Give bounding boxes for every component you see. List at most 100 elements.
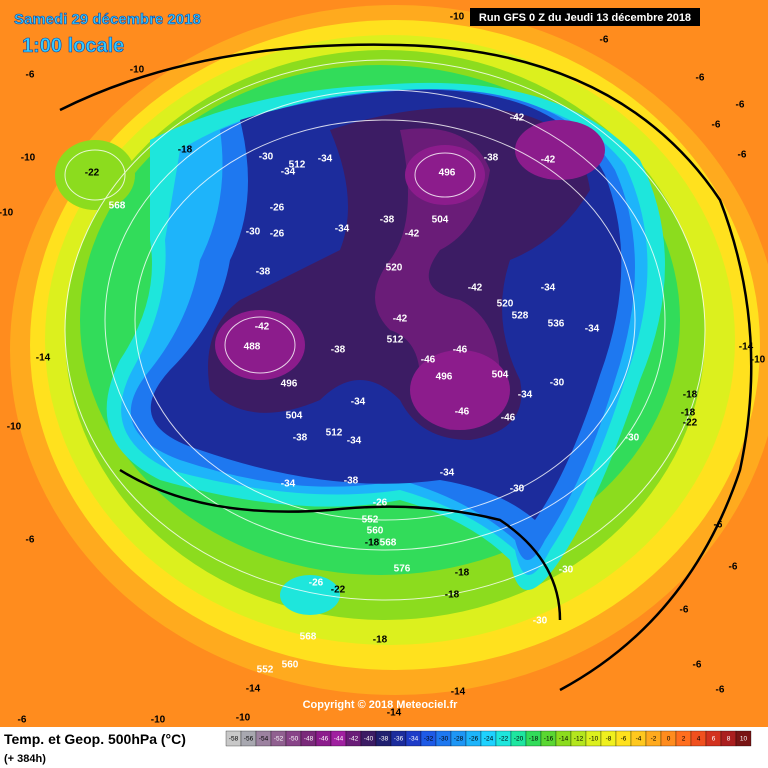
map-label: 576 xyxy=(394,564,411,575)
map-label: 568 xyxy=(300,632,317,643)
map-label: -38 xyxy=(256,267,271,278)
map-label: -6 xyxy=(696,73,705,84)
map-label: -34 xyxy=(335,224,350,235)
map-label: -10 xyxy=(751,355,766,366)
colorbar-label: -36 xyxy=(394,736,404,743)
map-label: -10 xyxy=(7,422,22,433)
map-label: 512 xyxy=(289,160,306,171)
colorbar-label: -4 xyxy=(636,736,642,743)
map-label: -34 xyxy=(518,390,533,401)
map-label: -22 xyxy=(85,168,100,179)
map-label: -6 xyxy=(712,120,721,131)
colorbar-label: -32 xyxy=(424,736,434,743)
colorbar-label: -34 xyxy=(409,736,419,743)
colorbar-label: -6 xyxy=(621,736,627,743)
forecast-time: 1:00 locale xyxy=(22,35,124,57)
colorbar-label: -2 xyxy=(651,736,657,743)
map-label: -42 xyxy=(468,283,483,294)
forecast-date: Samedi 29 décembre 2018 xyxy=(14,11,201,28)
map-label: 560 xyxy=(282,660,299,671)
map-label: -6 xyxy=(714,520,723,531)
map-label: -6 xyxy=(600,35,609,46)
map-label: 512 xyxy=(387,335,404,346)
colorbar-label: -38 xyxy=(379,736,389,743)
map-label: 536 xyxy=(548,319,565,330)
map-label: -6 xyxy=(26,535,35,546)
map-label: -10 xyxy=(130,65,145,76)
map-label: 560 xyxy=(367,526,384,537)
colorbar-label: -56 xyxy=(244,736,254,743)
colorbar-label: -18 xyxy=(529,736,539,743)
map-label: -46 xyxy=(421,355,436,366)
map-label: -6 xyxy=(716,685,725,696)
colorbar-label: 6 xyxy=(712,736,716,743)
colorbar-label: 8 xyxy=(727,736,731,743)
colorbar-label: -26 xyxy=(469,736,479,743)
colorbar-swatch xyxy=(735,730,752,747)
map-label: -6 xyxy=(680,605,689,616)
colorbar-label: -10 xyxy=(589,736,599,743)
colorbar-label: -8 xyxy=(606,736,612,743)
map-label: -46 xyxy=(501,413,516,424)
map-label: 528 xyxy=(512,311,529,322)
map-label: 568 xyxy=(109,201,126,212)
colorbar-label: -16 xyxy=(544,736,554,743)
colorbar-label: -46 xyxy=(319,736,329,743)
map-label: -22 xyxy=(683,418,698,429)
map-label: -34 xyxy=(281,479,296,490)
colorbar-label: -42 xyxy=(349,736,359,743)
map-label: -30 xyxy=(259,152,274,163)
map-label: -14 xyxy=(36,353,51,364)
map-label: 496 xyxy=(281,379,298,390)
map-label: -6 xyxy=(729,562,738,573)
map-label: 504 xyxy=(432,215,449,226)
map-label: -30 xyxy=(510,484,525,495)
map-label: -42 xyxy=(405,229,420,240)
map-label: 496 xyxy=(436,372,453,383)
colorbar-label: -22 xyxy=(499,736,509,743)
map-label: 520 xyxy=(497,299,514,310)
map-label: -14 xyxy=(387,708,402,719)
map-label: -30 xyxy=(559,565,574,576)
map-label: 520 xyxy=(386,263,403,274)
map-label: -14 xyxy=(739,342,754,353)
colorbar-label: -54 xyxy=(259,736,269,743)
colorbar-label: 0 xyxy=(667,736,671,743)
map-background xyxy=(0,0,768,727)
map-label: -34 xyxy=(440,468,455,479)
map-label: -30 xyxy=(625,433,640,444)
map-label: 512 xyxy=(326,428,343,439)
map-label: -18 xyxy=(681,408,696,419)
map-label: -10 xyxy=(151,715,166,726)
map-label: -6 xyxy=(18,715,27,726)
map-label: -10 xyxy=(0,208,14,219)
colorbar-label: -48 xyxy=(304,736,314,743)
map-label: -18 xyxy=(445,590,460,601)
map-label: -26 xyxy=(373,498,388,509)
colorbar: -58 -56 -54 -52 -50 -48 -46 -44 -42 -40 -38 -36 -34-… xyxy=(225,730,752,747)
colorbar-label: 4 xyxy=(697,736,701,743)
map-label: -26 xyxy=(309,578,324,589)
footer-lead: (+ 384h) xyxy=(4,753,46,765)
map-label: -46 xyxy=(453,345,468,356)
map-label: -6 xyxy=(738,150,747,161)
map-label: 488 xyxy=(244,342,261,353)
map-label: -34 xyxy=(318,154,333,165)
map-label: -38 xyxy=(344,476,359,487)
map-label: -14 xyxy=(451,687,466,698)
colorbar-label: 10 xyxy=(740,736,748,743)
map-label: -42 xyxy=(510,113,525,124)
map-label: -30 xyxy=(533,616,548,627)
map-label: -18 xyxy=(373,635,388,646)
colorbar-label: -28 xyxy=(454,736,464,743)
colorbar-label: -40 xyxy=(364,736,374,743)
map-label: -38 xyxy=(380,215,395,226)
colorbar-label: -50 xyxy=(289,736,299,743)
map-label: -30 xyxy=(550,378,565,389)
map-label: -42 xyxy=(541,155,556,166)
map-label: 504 xyxy=(286,411,303,422)
map-label: -26 xyxy=(270,229,285,240)
map-label: -34 xyxy=(347,436,362,447)
colorbar-label: -58 xyxy=(229,736,239,743)
